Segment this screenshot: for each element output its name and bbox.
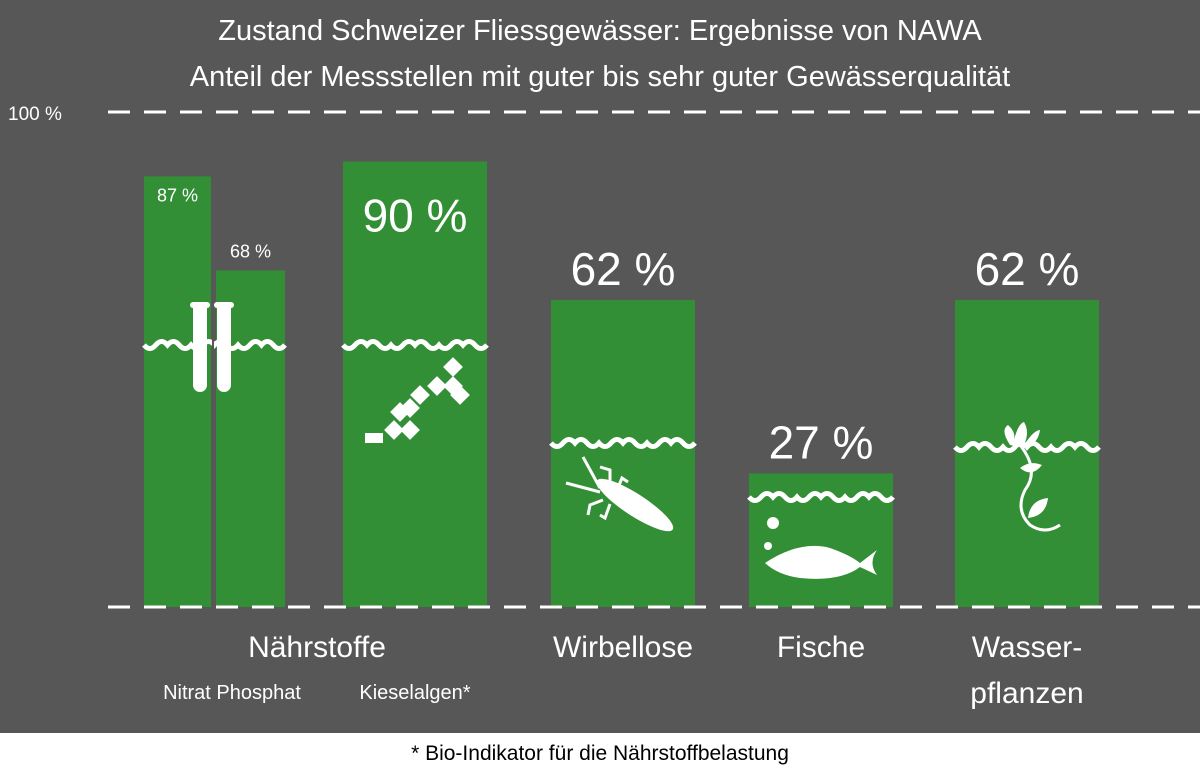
- value-label-phosphat: 68 %: [230, 241, 271, 261]
- sub-label-nitrat-phosphat: Nitrat Phosphat: [163, 682, 301, 704]
- y-tick-100: 100 %: [8, 104, 62, 125]
- chart-subtitle: Anteil der Messstellen mit guter bis seh…: [190, 61, 1010, 93]
- wave-kieselalgen: [341, 339, 489, 351]
- fish-icon: [764, 517, 877, 579]
- insect-larva-icon: [565, 456, 674, 532]
- value-label-kieselalgen: 90 %: [363, 190, 468, 242]
- value-label-fische: 27 %: [769, 416, 874, 468]
- diatom-chain-icon: [365, 357, 470, 443]
- value-label-wirbellose: 62 %: [571, 243, 676, 295]
- value-label-nitrat: 87 %: [157, 185, 198, 205]
- group-label-fische: Fische: [777, 631, 865, 664]
- bar-wirbellose: [551, 300, 695, 607]
- footer-band: [0, 733, 1200, 771]
- wave-nitrat-phosphat: [142, 339, 287, 351]
- wave-fische: [747, 491, 895, 503]
- chart-title: Zustand Schweizer Fliessgewässer: Ergebn…: [218, 15, 982, 47]
- group-label-naehrstoffe: Nährstoffe: [248, 631, 386, 664]
- footnote: * Bio-Indikator für die Nährstoffbelastu…: [411, 742, 789, 765]
- sub-label-kieselalgen: Kieselalgen*: [359, 682, 470, 704]
- value-label-wasserpflanzen: 62 %: [975, 243, 1080, 295]
- group-label-wasser-line2: pflanzen: [970, 677, 1083, 710]
- bar-kieselalgen: [343, 161, 487, 607]
- group-label-wirbellose: Wirbellose: [553, 631, 693, 664]
- group-label-wasser-line1: Wasser-: [972, 631, 1083, 664]
- wave-wirbellose: [549, 437, 697, 449]
- water-plant-icon: [1004, 422, 1061, 532]
- test-tubes-icon: [190, 178, 234, 607]
